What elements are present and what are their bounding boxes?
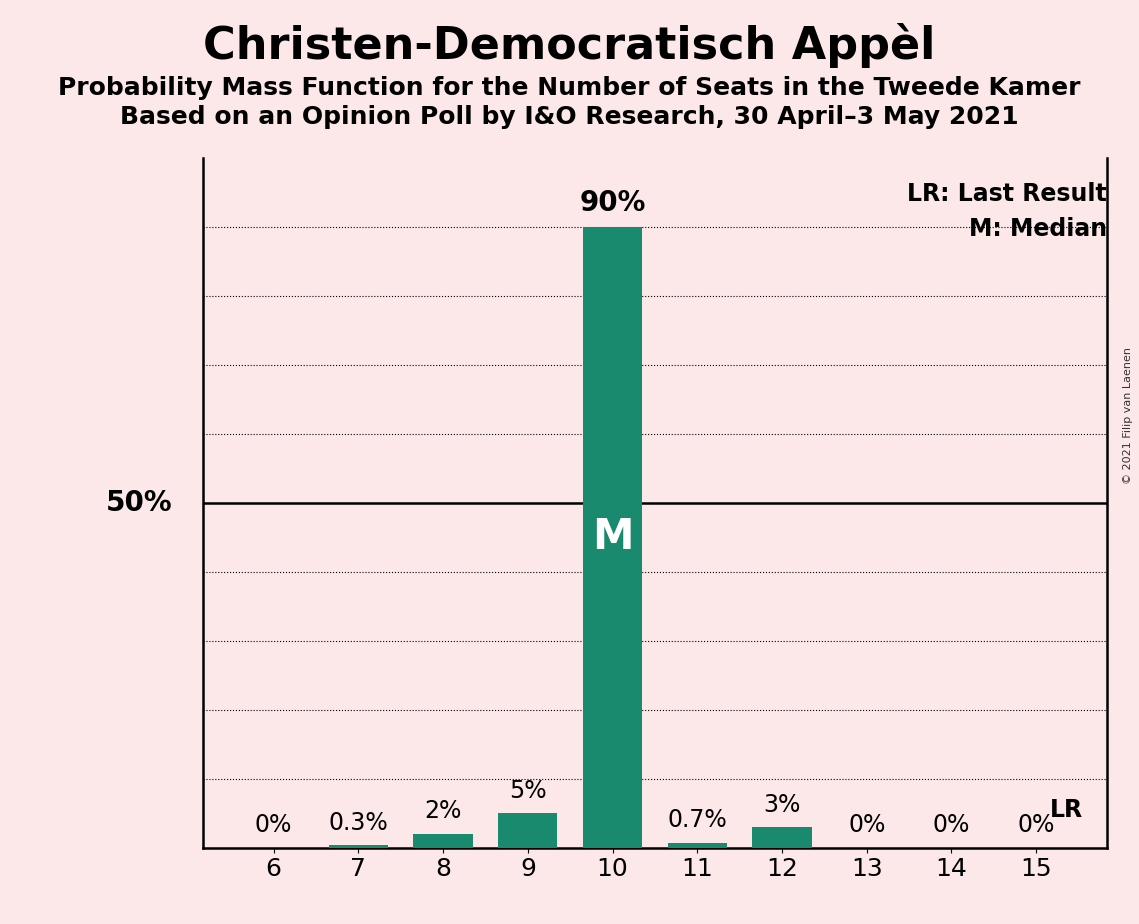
Text: LR: LR: [1050, 797, 1083, 821]
Text: Christen-Democratisch Appèl: Christen-Democratisch Appèl: [204, 23, 935, 68]
Text: Based on an Opinion Poll by I&O Research, 30 April–3 May 2021: Based on an Opinion Poll by I&O Research…: [121, 105, 1018, 129]
Text: © 2021 Filip van Laenen: © 2021 Filip van Laenen: [1123, 347, 1133, 484]
Text: M: Median: M: Median: [969, 217, 1107, 241]
Text: 50%: 50%: [106, 489, 172, 517]
Text: 3%: 3%: [763, 793, 801, 817]
Text: 2%: 2%: [425, 799, 461, 823]
Bar: [498, 813, 557, 847]
Text: 0%: 0%: [849, 813, 885, 837]
Text: 0%: 0%: [933, 813, 970, 837]
Bar: [667, 843, 727, 847]
Bar: [583, 227, 642, 847]
Text: M: M: [592, 517, 633, 558]
Text: LR: Last Result: LR: Last Result: [907, 182, 1107, 206]
Text: 0.7%: 0.7%: [667, 808, 727, 833]
Text: 0%: 0%: [255, 813, 293, 837]
Text: 5%: 5%: [509, 779, 547, 803]
Text: 90%: 90%: [580, 188, 646, 217]
Bar: [329, 845, 388, 847]
Text: 0%: 0%: [1017, 813, 1055, 837]
Bar: [753, 827, 812, 847]
Text: Probability Mass Function for the Number of Seats in the Tweede Kamer: Probability Mass Function for the Number…: [58, 76, 1081, 100]
Text: 0.3%: 0.3%: [328, 811, 388, 835]
Bar: [413, 833, 473, 847]
